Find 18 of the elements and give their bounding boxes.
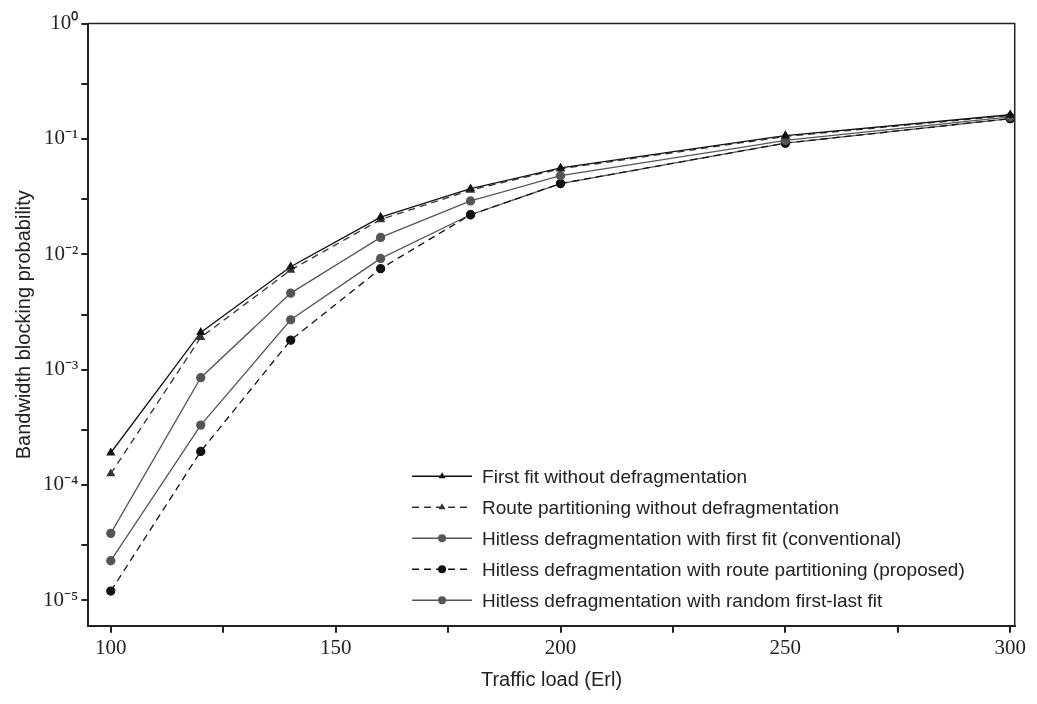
x-tick-label: 200 <box>544 634 577 659</box>
x-axis-title: Traffic load (Erl) <box>480 667 623 690</box>
x-tick-label: 300 <box>994 634 1026 659</box>
y-axis-title: Bandwidth blocking probability <box>11 190 34 460</box>
y-tick-label: 10⁻³ <box>44 356 79 381</box>
legend-label: Hitless defragmentation with random first-last fit <box>482 589 883 611</box>
y-tick-label: 10⁻⁵ <box>42 586 79 611</box>
x-tick-label: 250 <box>769 634 802 659</box>
y-tick-label: 10⁻¹ <box>44 125 79 150</box>
x-tick-label: 100 <box>95 634 127 659</box>
y-tick-label: 10⁻² <box>44 240 79 265</box>
x-tick-label: 150 <box>319 634 352 659</box>
y-tick-label: 10⁻⁴ <box>42 471 79 496</box>
legend-label: Route partitioning without defragmentation <box>482 496 840 518</box>
legend-label: Hitless defragmentation with first fit (conventional) <box>482 527 902 549</box>
y-tick-label: 10⁰ <box>50 10 79 35</box>
legend-label: Hitless defragmentation with route partitioning (proposed) <box>482 558 965 580</box>
legend-label: First fit without defragmentation <box>482 465 748 487</box>
